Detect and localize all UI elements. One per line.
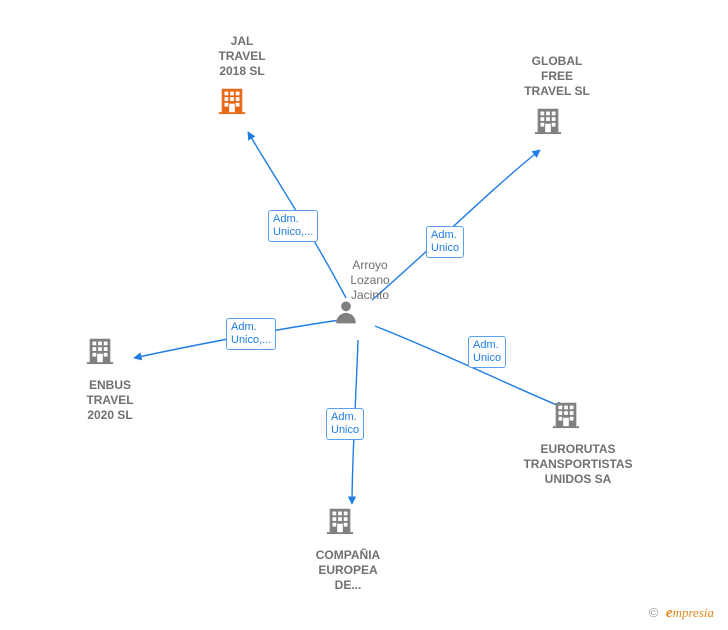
edge-label: Adm. Unico,... xyxy=(268,210,318,242)
copyright-symbol: © xyxy=(649,605,659,620)
company-node-label: JAL TRAVEL 2018 SL xyxy=(204,34,280,79)
company-node-label: GLOBAL FREE TRAVEL SL xyxy=(514,54,600,99)
building-icon xyxy=(85,335,115,365)
edge-label: Adm. Unico,... xyxy=(226,318,276,350)
building-icon xyxy=(217,85,247,115)
company-node-label: COMPAÑIA EUROPEA DE... xyxy=(302,548,394,593)
building-icon xyxy=(551,399,581,429)
diagram-edges xyxy=(0,0,728,630)
edge-label: Adm. Unico xyxy=(468,336,506,368)
edge-label: Adm. Unico xyxy=(426,226,464,258)
building-icon xyxy=(533,105,563,135)
footer-attribution: © empresia xyxy=(649,605,714,622)
company-node-label: ENBUS TRAVEL 2020 SL xyxy=(72,378,148,423)
company-node-label: EURORUTAS TRANSPORTISTAS UNIDOS SA xyxy=(508,442,648,487)
edge-label: Adm. Unico xyxy=(326,408,364,440)
center-node-label: Arroyo Lozano Jacinto xyxy=(342,258,398,303)
building-icon xyxy=(325,505,355,535)
brand-name: empresia xyxy=(666,605,714,620)
